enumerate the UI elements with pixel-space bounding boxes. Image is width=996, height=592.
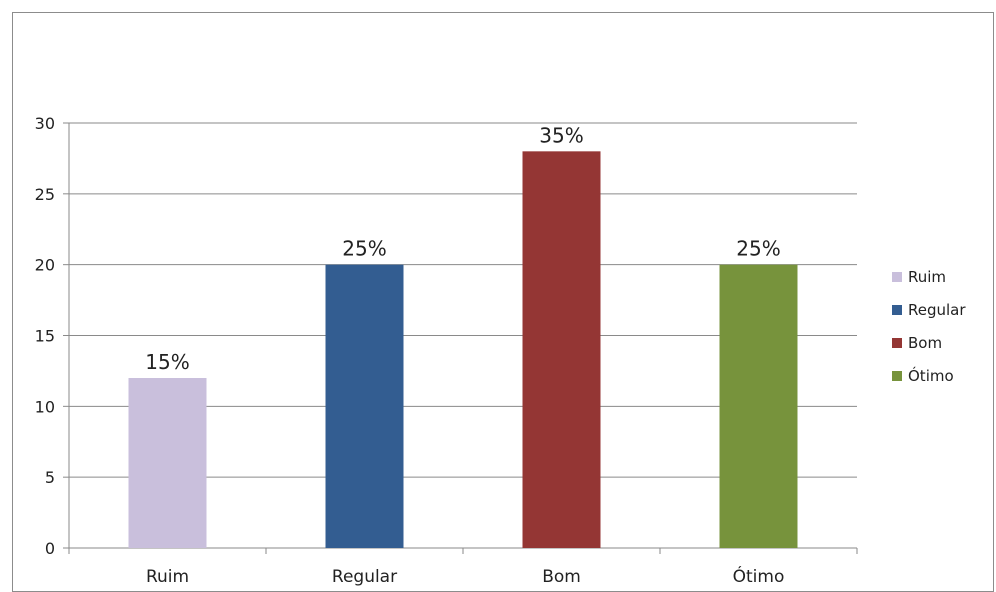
y-tick-label: 10 <box>35 397 55 416</box>
bars <box>128 151 798 549</box>
labels: 0 5 10 15 20 25 30 15% Ruim 25% Regular 35% Bom 25% Ót… <box>35 114 785 587</box>
legend-swatch-ruim <box>892 272 902 282</box>
bar-ruim <box>128 378 207 548</box>
legend: Ruim Regular Bom Ótimo <box>892 268 966 385</box>
bar-ótimo <box>719 264 798 548</box>
y-tick-label: 20 <box>35 256 55 275</box>
y-tick-label: 30 <box>35 114 55 133</box>
y-tick-label: 0 <box>45 539 55 558</box>
legend-label: Regular <box>908 301 966 319</box>
legend-swatch-regular <box>892 305 902 315</box>
y-tick-label: 15 <box>35 327 55 346</box>
y-tick-label: 5 <box>45 468 55 487</box>
data-label: 25% <box>342 237 386 261</box>
data-label: 35% <box>539 123 583 147</box>
x-category-label: Bom <box>542 567 581 587</box>
legend-swatch-ótimo <box>892 371 902 381</box>
data-label: 25% <box>736 237 780 261</box>
legend-swatch-bom <box>892 338 902 348</box>
data-label: 15% <box>145 350 189 374</box>
x-category-label: Ruim <box>146 567 189 587</box>
x-category-label: Regular <box>332 567 397 587</box>
y-tick-label: 25 <box>35 185 55 204</box>
legend-label: Ruim <box>908 268 946 286</box>
bar-regular <box>325 264 404 548</box>
legend-label: Ótimo <box>908 366 954 385</box>
legend-label: Bom <box>908 334 942 352</box>
bar-bom <box>522 151 601 549</box>
x-category-label: Ótimo <box>733 565 785 587</box>
